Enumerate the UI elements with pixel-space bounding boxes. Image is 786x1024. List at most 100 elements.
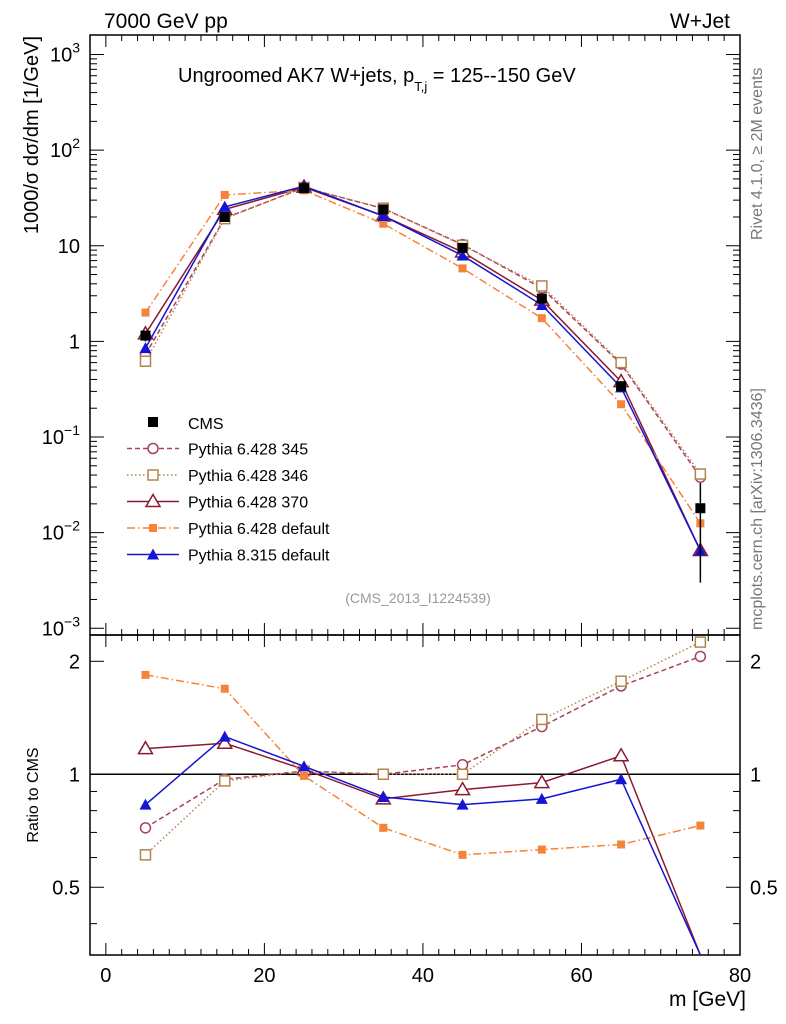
ratio-point <box>141 670 150 679</box>
header-right: W+Jet <box>670 10 730 33</box>
ratio-tick-label-right: 0.5 <box>750 877 778 899</box>
ratio-point <box>694 650 707 663</box>
y-axis-label: 1000/σ dσ/dm [1/GeV] <box>21 36 43 234</box>
series-line-main <box>144 185 702 551</box>
y-tick-label: 103 <box>50 40 80 67</box>
ratio-point <box>458 850 467 859</box>
ratio-point <box>300 771 309 780</box>
data-point <box>616 381 627 392</box>
legend-label: Pythia 8.315 default <box>188 548 330 565</box>
x-tick-label: 0 <box>100 965 111 987</box>
series-point <box>218 200 231 212</box>
series-point <box>617 400 626 409</box>
series-point <box>139 342 152 354</box>
series-line-main <box>144 186 701 478</box>
series-point <box>458 264 467 273</box>
ratio-tick-label: 0.5 <box>52 877 80 899</box>
series-point <box>139 355 152 367</box>
y-tick-label: 10−3 <box>42 613 80 640</box>
y-tick-label: 10−2 <box>42 518 80 545</box>
data-point <box>299 183 310 194</box>
analysis-id: (CMS_2013_I1224539) <box>345 590 491 606</box>
series-line-ratio <box>145 674 701 856</box>
ratio-plot-frame <box>89 634 741 956</box>
ratio-point <box>454 781 471 796</box>
data-point <box>536 293 547 304</box>
ratio-point <box>535 792 548 804</box>
ratio-point <box>456 759 469 771</box>
series-point <box>456 249 469 261</box>
x-tick-label: 80 <box>729 965 751 987</box>
legend-label: Pythia 6.428 345 <box>188 442 308 459</box>
legend-label: Pythia 6.428 default <box>188 521 330 538</box>
y-tick-label: 1 <box>69 331 80 353</box>
legend-item-1: Pythia 6.428 346 <box>127 468 308 485</box>
series-point <box>377 209 390 221</box>
series-line-ratio <box>145 655 701 829</box>
header-left: 7000 GeV pp <box>104 10 228 33</box>
legend-label: Pythia 6.428 370 <box>188 495 308 512</box>
ratio-point <box>218 730 231 742</box>
x-tick-label: 40 <box>412 965 434 987</box>
series-point <box>615 356 627 369</box>
x-tick-label: 60 <box>570 965 592 987</box>
ratio-point <box>456 768 469 781</box>
ratio-tick-label: 1 <box>69 764 80 786</box>
legend-label-data: CMS <box>188 416 224 433</box>
legend-data: CMS <box>148 416 224 433</box>
legend-item-4: Pythia 8.315 default <box>127 548 330 565</box>
ratio-point <box>139 822 152 834</box>
legend-marker <box>147 548 159 560</box>
series-point <box>379 219 388 228</box>
series-2 <box>137 178 709 956</box>
series-line-main <box>144 189 701 524</box>
ratio-point <box>537 845 546 854</box>
series-point <box>535 299 548 311</box>
x-axis-label: m [GeV] <box>669 988 746 1011</box>
ratio-point <box>536 713 548 726</box>
series-line-ratio <box>144 735 702 956</box>
ratio-point <box>612 747 630 762</box>
ratio-point <box>617 840 626 849</box>
mcplots-label: mcplots.cern.ch [arXiv:1306.3436] <box>749 388 766 630</box>
data-series <box>140 183 706 583</box>
ratio-point <box>219 775 231 787</box>
legend-marker <box>144 493 162 508</box>
ratio-point <box>694 636 707 648</box>
series-4 <box>139 180 707 956</box>
series-point <box>220 190 229 199</box>
legend-marker-data <box>148 417 158 427</box>
ratio-point <box>615 675 627 687</box>
ratio-point <box>696 821 705 830</box>
ratio-y-axis-label: Ratio to CMS <box>25 747 42 842</box>
chart-title: Ungroomed AK7 W+jets, pT,j = 125--150 Ge… <box>178 65 576 94</box>
legend-marker <box>149 524 157 532</box>
ratio-point <box>379 823 388 832</box>
ratio-point <box>533 774 551 789</box>
ratio-point <box>137 740 154 755</box>
ratio-tick-label-right: 1 <box>750 764 761 786</box>
ratio-point <box>456 798 469 810</box>
rivet-version-label: Rivet 4.1.0, ≥ 2M events <box>749 68 766 240</box>
series-point <box>536 280 548 292</box>
data-point <box>378 204 389 215</box>
ratio-point <box>377 790 390 802</box>
ratio-point <box>220 684 229 693</box>
legend-marker <box>147 442 159 455</box>
legend-marker <box>147 469 159 481</box>
y-tick-label: 10−1 <box>42 422 80 449</box>
legend-item-2: Pythia 6.428 370 <box>127 493 308 512</box>
series-line-main <box>144 186 701 475</box>
ratio-tick-label: 2 <box>69 651 80 673</box>
ratio-point <box>139 798 152 810</box>
legend-item-3: Pythia 6.428 default <box>127 521 330 538</box>
ratio-point <box>139 849 152 861</box>
y-tick-label: 102 <box>50 135 80 162</box>
series-point <box>141 308 150 317</box>
series-line-main <box>144 186 702 551</box>
ratio-point <box>298 760 311 772</box>
ratio-point <box>615 773 628 785</box>
ratio-point <box>216 734 234 749</box>
x-tick-label: 20 <box>253 965 275 987</box>
